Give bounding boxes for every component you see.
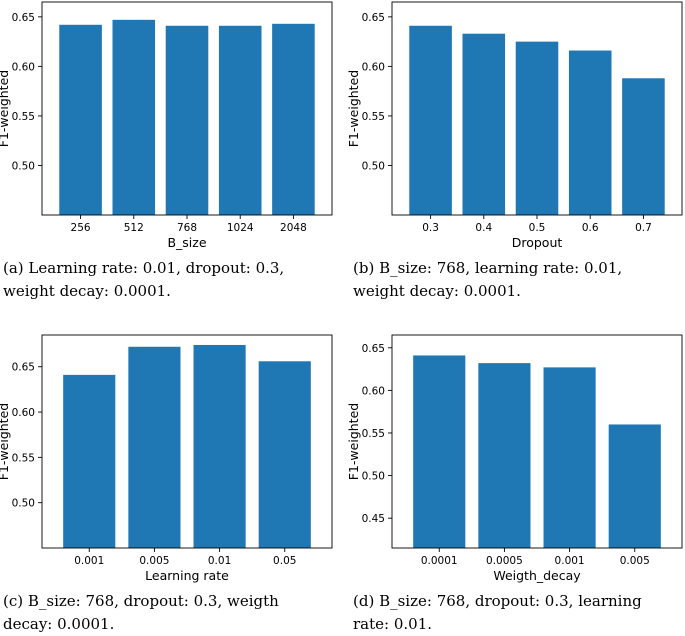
- caption-a-line-1: (a) Learning rate: 0.01, dropout: 0.3,: [3, 259, 285, 277]
- x-tick-label-a-2048: 2048: [280, 222, 307, 234]
- y-tick-label-a-0.60: 0.60: [12, 61, 35, 73]
- caption-c: (c) B_size: 768, dropout: 0.3, weigth de…: [3, 590, 279, 636]
- y-tick-label-d-0.45: 0.45: [362, 513, 385, 525]
- y-axis-label-d: F1-weighted: [346, 403, 361, 480]
- x-axis-label-b: Dropout: [512, 235, 563, 250]
- bar-a-768: [165, 25, 209, 216]
- bar-d-0.001: [543, 367, 596, 548]
- y-tick-label-c-0.65: 0.65: [12, 362, 35, 374]
- bar-c-0.001: [63, 374, 116, 548]
- caption-b-line-2: weight decay: 0.0001.: [353, 282, 521, 300]
- caption-d: (d) B_size: 768, dropout: 0.3, learning …: [353, 590, 642, 636]
- y-tick-label-c-0.55: 0.55: [12, 452, 35, 464]
- y-axis-label-c: F1-weighted: [0, 403, 11, 480]
- bar-c-0.005: [128, 346, 181, 548]
- caption-a: (a) Learning rate: 0.01, dropout: 0.3, w…: [3, 257, 284, 303]
- bar-b-0.5: [515, 41, 559, 215]
- bar-a-256: [59, 24, 102, 215]
- x-tick-label-a-768: 768: [177, 222, 197, 234]
- caption-d-line-1: (d) B_size: 768, dropout: 0.3, learning: [353, 592, 642, 610]
- chart-b: 0.3 0.4 0.5 0.6 0.7 0.50 0.55 0.60 0.65 Dropout F1…: [346, 1, 683, 250]
- x-tick-label-a-256: 256: [71, 222, 91, 234]
- chart-c: 0.001 0.005 0.01 0.05 0.50 0.55 0.60 0.65 Learni…: [0, 334, 333, 583]
- bar-a-2048: [272, 23, 315, 215]
- x-tick-label-b-0.3: 0.3: [422, 222, 439, 234]
- chart-d: 0.0001 0.0005 0.001 0.005 0.45 0.50 0.55 0.60 0.…: [346, 334, 683, 583]
- x-axis-label-a: B_size: [167, 235, 206, 250]
- bar-b-0.3: [409, 25, 452, 216]
- bar-c-0.01: [193, 344, 246, 548]
- y-tick-label-d-0.65: 0.65: [362, 343, 385, 355]
- bar-d-0.005: [608, 424, 661, 548]
- y-tick-label-a-0.50: 0.50: [12, 160, 35, 172]
- x-tick-label-b-0.4: 0.4: [475, 222, 492, 234]
- x-tick-label-a-1024: 1024: [227, 222, 254, 234]
- y-axis-label-a: F1-weighted: [0, 70, 11, 147]
- x-tick-label-d-0.001: 0.001: [555, 555, 585, 567]
- x-tick-label-d-0.005: 0.005: [620, 555, 650, 567]
- bar-a-512: [112, 19, 156, 215]
- y-tick-label-d-0.60: 0.60: [362, 385, 385, 397]
- bar-c-0.05: [258, 361, 311, 548]
- x-axis-label-d: Weigth_decay: [493, 568, 581, 583]
- caption-c-line-2: decay: 0.0001.: [3, 615, 115, 633]
- bar-b-0.6: [568, 50, 612, 215]
- x-tick-label-c-0.001: 0.001: [74, 555, 104, 567]
- y-tick-label-b-0.60: 0.60: [362, 61, 385, 73]
- x-tick-label-a-512: 512: [124, 222, 144, 234]
- bar-a-1024: [218, 25, 262, 216]
- x-tick-label-d-0.0001: 0.0001: [421, 555, 458, 567]
- y-tick-label-c-0.60: 0.60: [12, 407, 35, 419]
- caption-a-line-2: weight decay: 0.0001.: [3, 282, 171, 300]
- y-tick-label-a-0.65: 0.65: [12, 12, 35, 24]
- x-axis-label-c: Learning rate: [145, 568, 229, 583]
- bar-d-0.0001: [413, 355, 466, 548]
- axes-frame-d: [391, 334, 683, 549]
- bar-d-0.0005: [478, 363, 531, 548]
- y-tick-label-a-0.55: 0.55: [12, 111, 35, 123]
- y-tick-label-d-0.55: 0.55: [362, 428, 385, 440]
- caption-d-line-2: rate: 0.01.: [353, 615, 433, 633]
- x-tick-label-b-0.6: 0.6: [582, 222, 599, 234]
- bar-b-0.7: [622, 78, 665, 215]
- caption-b: (b) B_size: 768, learning rate: 0.01, we…: [353, 257, 622, 303]
- y-tick-label-b-0.65: 0.65: [362, 12, 385, 24]
- chart-a: 256 512 768 1024 2048 0.50 0.55 0.60 0.65 B_size F…: [0, 1, 333, 250]
- x-tick-label-c-0.01: 0.01: [208, 555, 231, 567]
- y-tick-label-b-0.50: 0.50: [362, 160, 385, 172]
- x-tick-label-c-0.005: 0.005: [139, 555, 169, 567]
- x-tick-label-d-0.0005: 0.0005: [486, 555, 523, 567]
- axes-frame-c: [41, 334, 333, 549]
- y-tick-label-b-0.55: 0.55: [362, 111, 385, 123]
- y-tick-label-d-0.50: 0.50: [362, 471, 385, 483]
- caption-c-line-1: (c) B_size: 768, dropout: 0.3, weigth: [3, 592, 279, 610]
- y-axis-label-b: F1-weighted: [346, 70, 361, 147]
- x-tick-label-b-0.7: 0.7: [635, 222, 652, 234]
- x-tick-label-c-0.05: 0.05: [273, 555, 296, 567]
- y-tick-label-c-0.50: 0.50: [12, 498, 35, 510]
- caption-b-line-1: (b) B_size: 768, learning rate: 0.01,: [353, 259, 623, 277]
- bar-b-0.4: [462, 33, 506, 216]
- x-tick-label-b-0.5: 0.5: [529, 222, 546, 234]
